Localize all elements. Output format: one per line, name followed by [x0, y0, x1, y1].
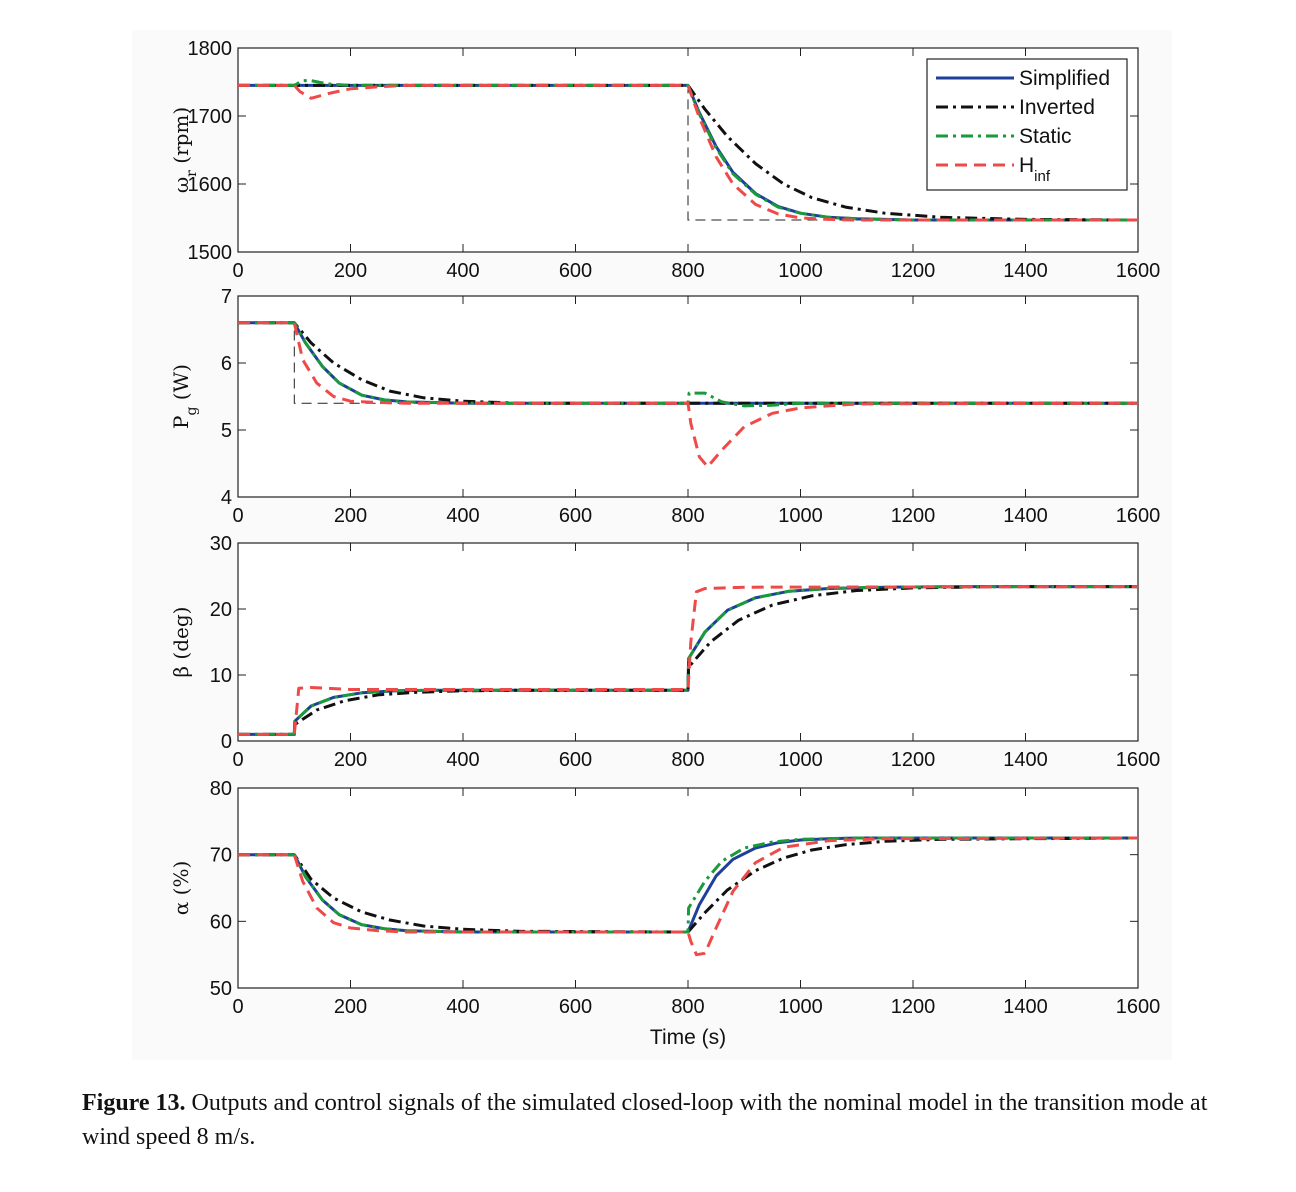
x-tick-label: 200 — [334, 260, 367, 282]
y-tick-label: 60 — [210, 911, 232, 933]
y-tick-label: 1600 — [188, 174, 233, 196]
y-tick-label: 70 — [210, 845, 232, 867]
x-tick-label: 1000 — [778, 749, 823, 771]
x-tick-label: 400 — [446, 996, 479, 1018]
figure-caption: Figure 13. Outputs and control signals o… — [82, 1086, 1232, 1154]
series-line-inverted — [238, 321, 1138, 405]
x-tick-label: 0 — [232, 260, 243, 282]
axes-box — [237, 787, 1139, 989]
legend-entry: Simplified — [1019, 67, 1110, 90]
x-tick-label: 600 — [559, 505, 592, 527]
x-tick-label: 200 — [334, 749, 367, 771]
axes-box — [237, 542, 1139, 742]
y-tick-label: 0 — [221, 731, 232, 753]
x-tick-label: 800 — [671, 260, 704, 282]
y-axis-label: α (%) — [169, 861, 193, 915]
x-tick-label: 600 — [559, 996, 592, 1018]
y-tick-label: 10 — [210, 665, 232, 687]
x-tick-label: 1200 — [891, 505, 936, 527]
legend-entry: Inverted — [1019, 96, 1095, 119]
y-tick-label: 7 — [221, 286, 232, 308]
x-tick-label: 1600 — [1116, 260, 1161, 282]
x-tick-label: 1200 — [891, 996, 936, 1018]
series-line-static — [238, 79, 1138, 222]
series-line-static — [238, 836, 1138, 934]
x-tick-label: 0 — [232, 749, 243, 771]
x-tick-label: 1000 — [778, 996, 823, 1018]
y-tick-label: 80 — [210, 778, 232, 800]
subplot-2: 0 200 400 600 800 1000 1200 1400 1600 4 5 6 7 Pg (W) — [169, 286, 1160, 527]
legend: Simplified Inverted Static Hinf — [926, 58, 1128, 191]
y-axis-label: β (deg) — [169, 607, 193, 678]
x-tick-label: 1600 — [1116, 749, 1161, 771]
y-axis-label: ωr (rpm) — [169, 107, 200, 193]
series-line-simplified — [238, 836, 1138, 934]
x-tick-label: 600 — [559, 260, 592, 282]
legend-box — [926, 58, 1128, 191]
series-line-inverted — [238, 585, 1138, 736]
x-axis-label: Time (s) — [650, 1026, 726, 1049]
x-tick-label: 800 — [671, 505, 704, 527]
y-tick-label: 6 — [221, 353, 232, 375]
caption-text: Outputs and control signals of the simul… — [82, 1090, 1208, 1150]
x-tick-label: 1000 — [778, 505, 823, 527]
x-tick-label: 1400 — [1003, 749, 1048, 771]
x-tick-label: 400 — [446, 260, 479, 282]
x-tick-label: 1200 — [891, 749, 936, 771]
subplot-4: 0 200 400 600 800 1000 1200 1400 1600 50 60 70 80 α (… — [169, 778, 1160, 1049]
x-tick-label: 0 — [232, 996, 243, 1018]
axes-box — [237, 295, 1139, 498]
x-tick-label: 1400 — [1003, 260, 1048, 282]
x-tick-label: 200 — [334, 996, 367, 1018]
y-tick-label: 20 — [210, 599, 232, 621]
x-tick-label: 1000 — [778, 260, 823, 282]
y-tick-label: 30 — [210, 533, 232, 555]
y-tick-label: 4 — [221, 487, 232, 509]
caption-label: Figure 13. — [82, 1090, 186, 1116]
x-tick-label: 400 — [446, 749, 479, 771]
subplot-3: 0 200 400 600 800 1000 1200 1400 1600 0 10 20 30 β (d… — [169, 533, 1160, 771]
y-tick-label: 1800 — [188, 38, 233, 60]
reference-line — [238, 322, 1138, 404]
legend-entry: Static — [1019, 125, 1072, 148]
x-tick-label: 1400 — [1003, 505, 1048, 527]
x-tick-label: 400 — [446, 505, 479, 527]
x-tick-label: 0 — [232, 505, 243, 527]
x-tick-label: 1200 — [891, 260, 936, 282]
y-tick-label: 50 — [210, 978, 232, 1000]
x-tick-label: 200 — [334, 505, 367, 527]
series-line-h — [238, 836, 1138, 957]
y-axis-label: Pg (W) — [169, 364, 200, 429]
x-tick-label: 800 — [671, 996, 704, 1018]
x-tick-label: 600 — [559, 749, 592, 771]
x-tick-label: 800 — [671, 749, 704, 771]
figure-plot-area: 0 200 400 600 800 1000 1200 1400 160015001600170… — [169, 38, 1161, 1049]
series-line-h — [238, 321, 1138, 469]
series-line-h — [238, 585, 1138, 736]
series-line-h — [238, 83, 1138, 222]
x-tick-label: 1600 — [1116, 505, 1161, 527]
y-tick-label: 1500 — [188, 242, 233, 264]
series-line-inverted — [238, 836, 1138, 934]
y-tick-label: 1700 — [188, 106, 233, 128]
figure-panel: 0 200 400 600 800 1000 1200 1400 1600 1500 1600 170… — [132, 30, 1172, 1060]
legend-entry: Hinf — [1019, 154, 1051, 185]
x-tick-label: 1400 — [1003, 996, 1048, 1018]
x-tick-label: 1600 — [1116, 996, 1161, 1018]
y-tick-label: 5 — [221, 420, 232, 442]
